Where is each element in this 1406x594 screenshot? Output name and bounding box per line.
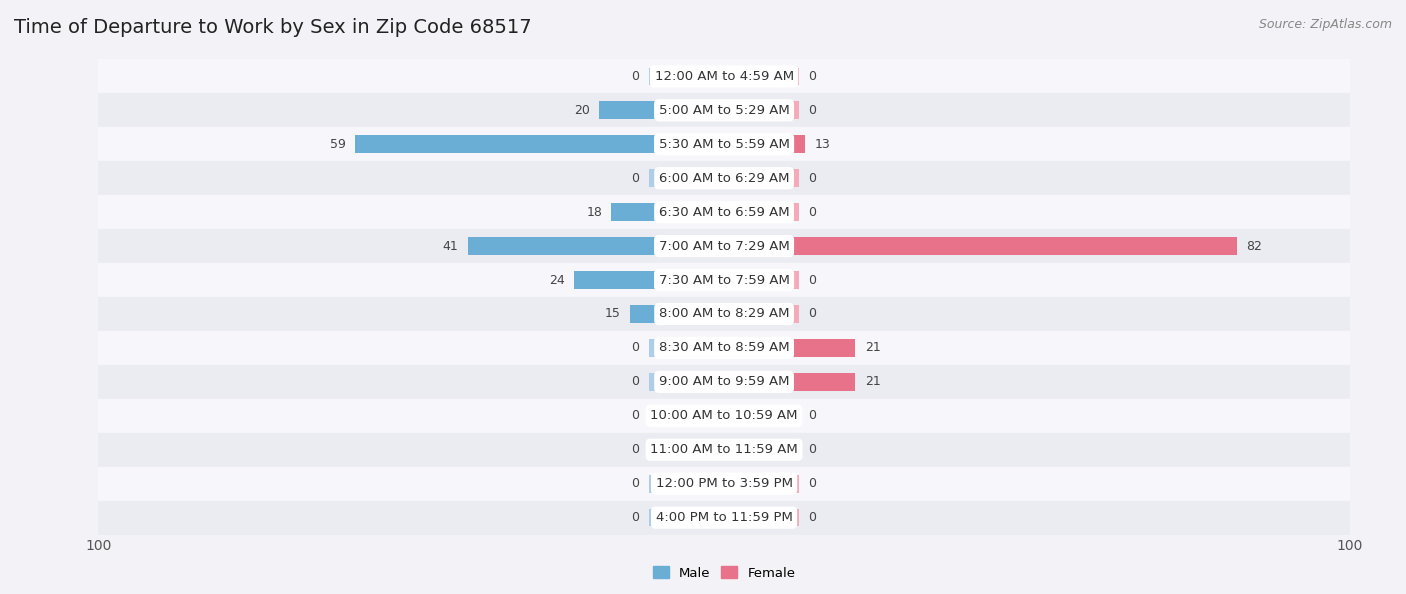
Text: 59: 59 — [329, 138, 346, 151]
Bar — [599, 102, 724, 119]
Text: 0: 0 — [631, 409, 640, 422]
Bar — [724, 237, 1237, 255]
Text: 0: 0 — [808, 273, 817, 286]
Bar — [650, 441, 724, 459]
Text: 0: 0 — [808, 172, 817, 185]
Bar — [724, 339, 799, 357]
Text: 20: 20 — [574, 104, 589, 117]
Text: 24: 24 — [548, 273, 565, 286]
Bar — [650, 68, 724, 85]
Bar — [724, 271, 799, 289]
Text: 0: 0 — [631, 342, 640, 355]
Text: 8:30 AM to 8:59 AM: 8:30 AM to 8:59 AM — [659, 342, 789, 355]
Bar — [650, 373, 724, 391]
Text: 0: 0 — [631, 477, 640, 490]
Text: 6:30 AM to 6:59 AM: 6:30 AM to 6:59 AM — [659, 206, 789, 219]
Bar — [612, 203, 724, 221]
Text: 9:00 AM to 9:59 AM: 9:00 AM to 9:59 AM — [659, 375, 789, 388]
Bar — [98, 93, 1350, 127]
Bar — [98, 467, 1350, 501]
Text: 21: 21 — [865, 375, 880, 388]
Bar — [630, 305, 724, 323]
Text: 18: 18 — [586, 206, 602, 219]
Text: 0: 0 — [808, 104, 817, 117]
Text: 4:00 PM to 11:59 PM: 4:00 PM to 11:59 PM — [655, 511, 793, 524]
Bar — [724, 373, 799, 391]
Text: 0: 0 — [631, 511, 640, 524]
Text: 6:00 AM to 6:29 AM: 6:00 AM to 6:29 AM — [659, 172, 789, 185]
Text: Time of Departure to Work by Sex in Zip Code 68517: Time of Departure to Work by Sex in Zip … — [14, 18, 531, 37]
Text: 13: 13 — [815, 138, 831, 151]
Text: 82: 82 — [1247, 239, 1263, 252]
Text: Source: ZipAtlas.com: Source: ZipAtlas.com — [1258, 18, 1392, 31]
Bar — [98, 127, 1350, 161]
Text: 0: 0 — [631, 172, 640, 185]
Text: 10:00 AM to 10:59 AM: 10:00 AM to 10:59 AM — [651, 409, 797, 422]
Bar — [98, 161, 1350, 195]
Text: 41: 41 — [443, 239, 458, 252]
Bar — [354, 135, 724, 153]
Bar — [650, 509, 724, 526]
Text: 0: 0 — [631, 375, 640, 388]
Text: 0: 0 — [808, 511, 817, 524]
Bar — [724, 135, 799, 153]
Bar — [724, 135, 806, 153]
Text: 8:00 AM to 8:29 AM: 8:00 AM to 8:29 AM — [659, 308, 789, 321]
Bar — [724, 305, 799, 323]
Bar — [724, 203, 799, 221]
Bar — [98, 399, 1350, 433]
Bar — [724, 441, 799, 459]
Bar — [724, 373, 855, 391]
Text: 0: 0 — [808, 443, 817, 456]
Bar — [468, 237, 724, 255]
Text: 0: 0 — [808, 308, 817, 321]
Bar — [650, 407, 724, 425]
Bar — [650, 475, 724, 492]
Bar — [574, 271, 724, 289]
Bar — [98, 195, 1350, 229]
Text: 11:00 AM to 11:59 AM: 11:00 AM to 11:59 AM — [650, 443, 799, 456]
Bar — [650, 169, 724, 187]
Legend: Male, Female: Male, Female — [647, 561, 801, 585]
Bar — [98, 229, 1350, 263]
Bar — [650, 271, 724, 289]
Text: 7:30 AM to 7:59 AM: 7:30 AM to 7:59 AM — [658, 273, 790, 286]
Text: 0: 0 — [631, 70, 640, 83]
Text: 0: 0 — [808, 70, 817, 83]
Bar — [650, 203, 724, 221]
Text: 5:00 AM to 5:29 AM: 5:00 AM to 5:29 AM — [659, 104, 789, 117]
Bar — [650, 102, 724, 119]
Bar — [724, 102, 799, 119]
Bar — [724, 169, 799, 187]
Bar — [98, 59, 1350, 93]
Bar — [98, 501, 1350, 535]
Bar — [724, 475, 799, 492]
Text: 5:30 AM to 5:59 AM: 5:30 AM to 5:59 AM — [658, 138, 790, 151]
Bar — [724, 509, 799, 526]
Bar — [724, 237, 799, 255]
Bar — [724, 68, 799, 85]
Bar — [98, 433, 1350, 467]
Bar — [98, 365, 1350, 399]
Bar — [650, 135, 724, 153]
Text: 12:00 AM to 4:59 AM: 12:00 AM to 4:59 AM — [655, 70, 793, 83]
Text: 0: 0 — [631, 443, 640, 456]
Text: 15: 15 — [605, 308, 621, 321]
Bar — [650, 339, 724, 357]
Bar — [98, 297, 1350, 331]
Bar — [98, 263, 1350, 297]
Bar — [98, 331, 1350, 365]
Text: 0: 0 — [808, 206, 817, 219]
Bar — [650, 305, 724, 323]
Text: 0: 0 — [808, 477, 817, 490]
Bar — [650, 237, 724, 255]
Bar — [724, 407, 799, 425]
Text: 0: 0 — [808, 409, 817, 422]
Text: 12:00 PM to 3:59 PM: 12:00 PM to 3:59 PM — [655, 477, 793, 490]
Bar — [724, 339, 855, 357]
Text: 7:00 AM to 7:29 AM: 7:00 AM to 7:29 AM — [659, 239, 789, 252]
Text: 21: 21 — [865, 342, 880, 355]
